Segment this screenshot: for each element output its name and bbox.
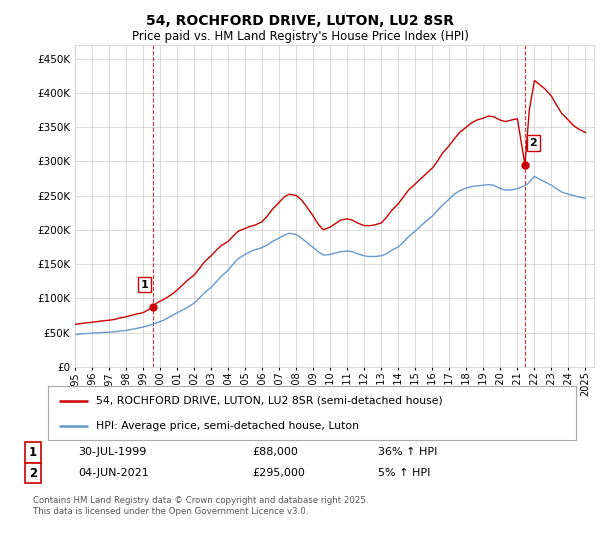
Text: 1: 1 xyxy=(140,279,148,290)
Text: £295,000: £295,000 xyxy=(252,468,305,478)
Text: 04-JUN-2021: 04-JUN-2021 xyxy=(78,468,149,478)
Text: 36% ↑ HPI: 36% ↑ HPI xyxy=(378,447,437,458)
Text: 54, ROCHFORD DRIVE, LUTON, LU2 8SR: 54, ROCHFORD DRIVE, LUTON, LU2 8SR xyxy=(146,14,454,28)
Text: 5% ↑ HPI: 5% ↑ HPI xyxy=(378,468,430,478)
Text: 54, ROCHFORD DRIVE, LUTON, LU2 8SR (semi-detached house): 54, ROCHFORD DRIVE, LUTON, LU2 8SR (semi… xyxy=(95,396,442,406)
Text: 2: 2 xyxy=(530,138,537,148)
Text: 2: 2 xyxy=(29,466,37,480)
Text: Contains HM Land Registry data © Crown copyright and database right 2025.
This d: Contains HM Land Registry data © Crown c… xyxy=(33,496,368,516)
Text: 30-JUL-1999: 30-JUL-1999 xyxy=(78,447,146,458)
Text: Price paid vs. HM Land Registry's House Price Index (HPI): Price paid vs. HM Land Registry's House … xyxy=(131,30,469,43)
Text: 1: 1 xyxy=(29,446,37,459)
Text: HPI: Average price, semi-detached house, Luton: HPI: Average price, semi-detached house,… xyxy=(95,421,359,431)
Text: £88,000: £88,000 xyxy=(252,447,298,458)
